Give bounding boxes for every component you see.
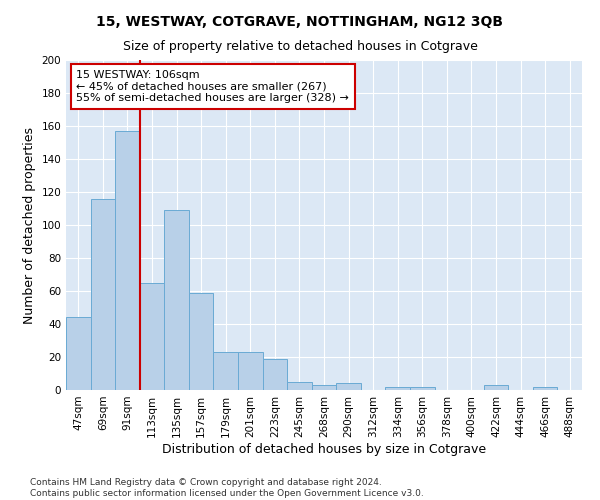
Bar	[385, 386, 410, 390]
Bar	[140, 283, 164, 390]
Text: 15, WESTWAY, COTGRAVE, NOTTINGHAM, NG12 3QB: 15, WESTWAY, COTGRAVE, NOTTINGHAM, NG12 …	[97, 15, 503, 29]
Bar	[164, 210, 189, 390]
Text: 15 WESTWAY: 106sqm
← 45% of detached houses are smaller (267)
55% of semi-detach: 15 WESTWAY: 106sqm ← 45% of detached hou…	[76, 70, 349, 103]
Bar	[189, 292, 214, 390]
Bar	[115, 131, 140, 390]
Y-axis label: Number of detached properties: Number of detached properties	[23, 126, 36, 324]
Bar	[410, 386, 434, 390]
Bar	[91, 198, 115, 390]
Bar	[214, 352, 238, 390]
Text: Size of property relative to detached houses in Cotgrave: Size of property relative to detached ho…	[122, 40, 478, 53]
Bar	[336, 384, 361, 390]
Bar	[66, 318, 91, 390]
Bar	[484, 385, 508, 390]
Bar	[287, 382, 312, 390]
Bar	[238, 352, 263, 390]
Bar	[263, 358, 287, 390]
X-axis label: Distribution of detached houses by size in Cotgrave: Distribution of detached houses by size …	[162, 442, 486, 456]
Text: Contains HM Land Registry data © Crown copyright and database right 2024.
Contai: Contains HM Land Registry data © Crown c…	[30, 478, 424, 498]
Bar	[533, 386, 557, 390]
Bar	[312, 385, 336, 390]
